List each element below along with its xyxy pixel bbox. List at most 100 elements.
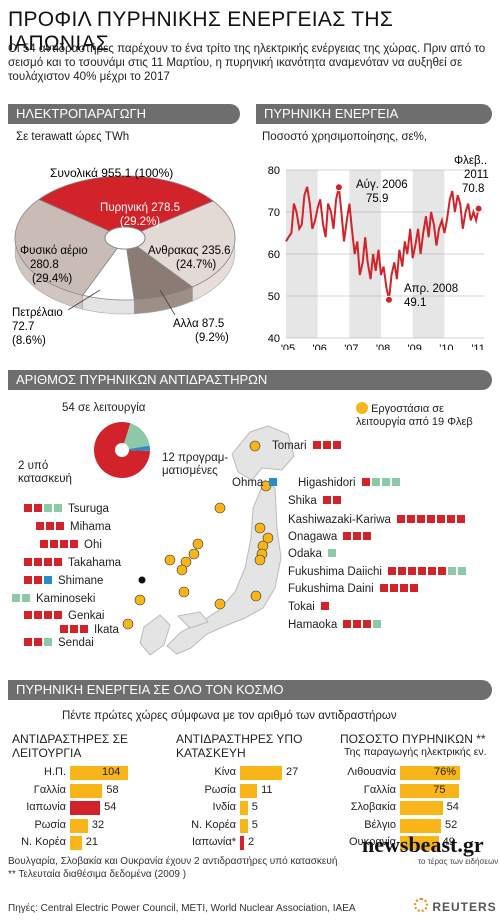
reactor-squares	[343, 619, 383, 631]
reactor-square	[70, 625, 78, 633]
radiation-icon	[249, 440, 261, 452]
bar-value-label: 58	[106, 783, 119, 796]
reactor-square	[399, 584, 408, 592]
pie-label-oil: Πετρέλαιο	[12, 307, 63, 319]
reactor-squares	[40, 539, 80, 551]
bar-value-label: 76%	[434, 766, 457, 778]
reactor-square	[397, 567, 406, 575]
plant-name: Fukushima Daini	[288, 583, 374, 595]
plant-label-genkai: Genkai	[24, 610, 104, 622]
construction-chart-title: ΑΝΤΙΔΡΑΣΤΗΡΕΣ ΥΠΟ ΚΑΤΑΣΚΕΥΗ	[176, 732, 303, 760]
annot-aug-2006: Αύγ. 2006	[356, 179, 408, 191]
x-tick-label: '07	[344, 343, 358, 350]
reactor-square	[427, 567, 436, 575]
bar	[240, 836, 244, 850]
header-world: ΠΥΡΗΝΙΚΗ ΕΝΕΡΓΕΙΑ ΣΕ ΟΛΟ ΤΟΝ ΚΟΣΜΟ	[8, 680, 492, 700]
reactor-squares	[387, 566, 468, 578]
reactor-square	[322, 441, 331, 449]
plant-name: Tomari	[272, 440, 307, 452]
reactor-square	[80, 625, 88, 633]
reactor-squares	[24, 557, 64, 569]
bar	[400, 783, 460, 798]
plant-name: Higashidori	[298, 477, 356, 489]
usage-series-line	[285, 186, 480, 301]
y-tick-label: 60	[268, 249, 280, 261]
reactor-square	[34, 558, 42, 566]
annotated-point	[474, 204, 483, 213]
annot-feb-2011-value: 70.8	[462, 183, 484, 195]
hokkaido-shape	[231, 425, 295, 481]
plant-label-sendai: Sendai	[24, 637, 94, 649]
reactor-square	[44, 638, 52, 646]
bar-value-label: 75	[433, 783, 446, 796]
reactor-square	[36, 522, 44, 530]
plant-name: Ohma	[232, 477, 264, 489]
bar-category-label: Βέλγιο	[364, 818, 396, 831]
bar-value-label: 11	[261, 783, 273, 796]
reactor-square	[34, 576, 42, 584]
footnote-1: Βουλγαρία, Σλοβακία και Ουκρανία έχουν 2…	[8, 856, 338, 867]
plant-label-higashidori: Higashidori	[298, 477, 402, 489]
plant-label-shika: Shika	[288, 495, 343, 507]
plant-name: Takahama	[68, 557, 122, 569]
reactor-square	[24, 558, 32, 566]
radiation-icon	[254, 522, 266, 534]
bar	[70, 836, 82, 850]
reactor-square	[363, 620, 372, 628]
reactor-square	[417, 567, 426, 575]
reactor-square	[34, 611, 42, 619]
reactor-slice-2	[122, 445, 150, 451]
reactor-square	[44, 611, 52, 619]
radiation-icon	[260, 480, 272, 492]
pie-pct-nuclear: (29.2%)	[120, 216, 160, 228]
agency-logo: REUTERS	[414, 898, 497, 914]
site-logo: newsbeast.gr	[362, 832, 484, 857]
annot-aug-2006-value: 75.9	[366, 193, 388, 205]
bar-value-label: 27	[286, 766, 299, 778]
plant-label-odaka: Odaka	[288, 548, 338, 560]
reactor-square	[446, 515, 455, 523]
bar	[240, 783, 258, 798]
plant-name: Tokai	[288, 601, 315, 613]
reactor-square	[396, 515, 405, 523]
bar	[400, 766, 460, 780]
operating-chart-title: ΑΝΤΙΔΡΑΣΤΗΡΕΣ ΣΕ ΛΕΙΤΟΥΡΓΙΑ	[12, 732, 129, 760]
reactor-square	[24, 611, 32, 619]
reactor-squares	[379, 583, 420, 595]
plant-label-hamaoka: Hamaoka	[288, 619, 383, 631]
intro-text: Οι 54 αντιδραστήρες παρέχουν το ένα τρίτ…	[8, 42, 486, 83]
annot-feb-2011-year: 2011	[464, 169, 489, 181]
reactor-square	[391, 478, 400, 486]
reactor-square	[22, 594, 30, 602]
radiation-icon	[192, 538, 204, 550]
reactor-square	[437, 567, 446, 575]
radiation-icon	[122, 618, 134, 630]
plant-label-mihama: Mihama	[36, 521, 111, 533]
reactor-square	[353, 620, 362, 628]
bar	[240, 801, 248, 815]
reactor-squares	[320, 601, 331, 613]
radiation-icon	[250, 590, 262, 602]
reactor-square	[353, 532, 362, 540]
bar-category-label: Ρωσία	[34, 818, 66, 831]
reactor-square	[406, 515, 415, 523]
radiation-icon	[356, 402, 368, 414]
reactor-square	[416, 515, 425, 523]
reactor-square	[269, 478, 278, 486]
plant-label-ohma: Ohma	[232, 477, 279, 489]
bar-category-label: Γαλλία	[33, 783, 66, 796]
x-tick-label: '11	[471, 343, 485, 350]
reactor-square	[332, 441, 341, 449]
reactor-squares	[269, 477, 279, 489]
footnote-2: ** Τελευταία διαθέσιμα δεδομένα (2009 )	[8, 869, 187, 880]
japan-map	[122, 425, 295, 656]
reactor-square	[343, 532, 352, 540]
plant-label-takahama: Takahama	[24, 557, 121, 569]
reactor-square	[426, 515, 435, 523]
bar	[400, 836, 439, 850]
planned-site-dot	[138, 576, 146, 584]
bar-category-label: Λιθουανία	[347, 766, 396, 778]
bar	[70, 783, 103, 798]
plant-label-tsuruga: Tsuruga	[24, 503, 109, 515]
